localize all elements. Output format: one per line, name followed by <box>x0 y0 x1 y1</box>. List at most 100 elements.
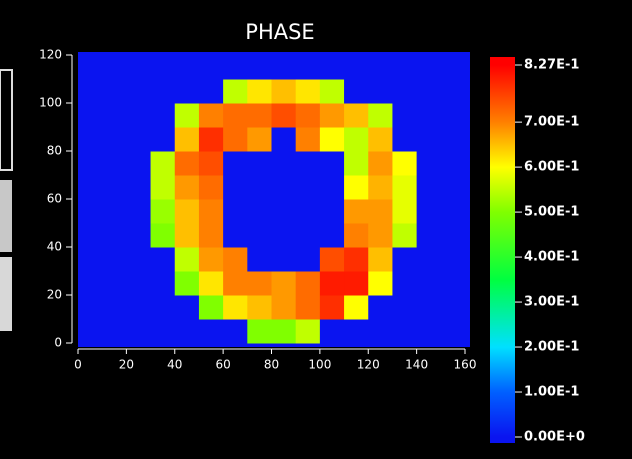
heat-cell <box>78 175 103 200</box>
heat-cell <box>296 223 321 248</box>
heat-cell <box>441 319 466 344</box>
heat-cell <box>102 79 127 104</box>
heat-cell <box>417 247 442 272</box>
heat-cell <box>223 79 248 104</box>
heat-cell <box>199 55 224 80</box>
heat-cell <box>368 223 393 248</box>
heat-cell <box>199 175 224 200</box>
heat-cell <box>320 295 345 320</box>
heat-cell <box>368 55 393 80</box>
heat-cell <box>368 151 393 176</box>
heat-cell <box>344 127 369 152</box>
heat-cell <box>272 55 297 80</box>
heat-cell <box>296 55 321 80</box>
heat-cell <box>247 223 272 248</box>
heat-cell <box>199 223 224 248</box>
heat-cell <box>344 79 369 104</box>
heat-cell <box>223 295 248 320</box>
heat-cell <box>126 55 151 80</box>
heat-cell <box>126 199 151 224</box>
heat-cell <box>102 319 127 344</box>
heat-cell <box>175 247 200 272</box>
colorbar-tick-label: 1.00E-1 <box>524 385 579 400</box>
colorbar-tick-label: 6.00E-1 <box>524 160 579 175</box>
heat-cell <box>296 175 321 200</box>
heat-cell <box>102 55 127 80</box>
y-tick-label: 20 <box>47 288 62 302</box>
heat-cell <box>151 127 176 152</box>
heat-cell <box>392 103 417 128</box>
heat-cell <box>223 55 248 80</box>
side-panel[interactable] <box>0 180 12 252</box>
heat-cell <box>199 247 224 272</box>
heat-cell <box>126 295 151 320</box>
colorbar-tick-label: 2.00E-1 <box>524 340 579 355</box>
heat-cell <box>78 151 103 176</box>
heat-cell <box>344 55 369 80</box>
heat-cell <box>175 151 200 176</box>
heat-cell <box>199 151 224 176</box>
heat-cell <box>417 175 442 200</box>
heat-cell <box>78 55 103 80</box>
heat-cell <box>296 103 321 128</box>
heat-cell <box>320 175 345 200</box>
y-tick-label: 100 <box>39 96 62 110</box>
heat-cell <box>272 175 297 200</box>
heat-cell <box>344 271 369 296</box>
heat-cell <box>102 295 127 320</box>
heat-cell <box>223 199 248 224</box>
heat-cell <box>126 79 151 104</box>
heat-cell <box>272 247 297 272</box>
heat-cell <box>417 199 442 224</box>
x-tick-label: 60 <box>215 358 230 372</box>
heat-cell <box>199 271 224 296</box>
colorbar-tick-label: 8.27E-1 <box>524 58 579 73</box>
heat-cell <box>417 319 442 344</box>
heat-cell <box>272 127 297 152</box>
heat-cell <box>320 223 345 248</box>
heat-cell <box>247 79 272 104</box>
heat-cell <box>102 175 127 200</box>
heat-cell <box>320 79 345 104</box>
heat-cell <box>441 175 466 200</box>
heat-cell <box>392 247 417 272</box>
heat-cell <box>441 103 466 128</box>
heat-cell <box>344 175 369 200</box>
heat-cell <box>78 127 103 152</box>
side-panel[interactable] <box>0 70 12 170</box>
heat-cell <box>151 103 176 128</box>
heat-cell <box>344 223 369 248</box>
heat-cell <box>392 127 417 152</box>
heat-cell <box>392 295 417 320</box>
heat-cell <box>441 223 466 248</box>
heat-cell <box>78 103 103 128</box>
heat-cell <box>320 271 345 296</box>
heat-cell <box>78 199 103 224</box>
heat-cell <box>102 271 127 296</box>
colorbar <box>490 65 515 437</box>
colorbar-tick-label: 3.00E-1 <box>524 295 579 310</box>
side-panel[interactable] <box>0 257 12 331</box>
y-tick-label: 40 <box>47 240 62 254</box>
heat-cell <box>296 271 321 296</box>
heat-cell <box>272 79 297 104</box>
heat-cell <box>368 199 393 224</box>
colorbar-bottom <box>490 437 515 443</box>
heat-cell <box>175 79 200 104</box>
heat-cell <box>151 295 176 320</box>
heat-cell <box>175 199 200 224</box>
heat-cell <box>368 103 393 128</box>
heat-cell <box>344 295 369 320</box>
heat-cell <box>368 247 393 272</box>
heat-cell <box>78 271 103 296</box>
heat-cell <box>441 247 466 272</box>
heat-cell <box>344 151 369 176</box>
heat-cell <box>392 199 417 224</box>
heat-cell <box>175 271 200 296</box>
heat-cell <box>368 175 393 200</box>
y-tick-label: 0 <box>54 336 62 350</box>
heat-cell <box>199 295 224 320</box>
x-tick-label: 140 <box>405 358 428 372</box>
heat-cell <box>296 199 321 224</box>
heat-cell <box>126 271 151 296</box>
